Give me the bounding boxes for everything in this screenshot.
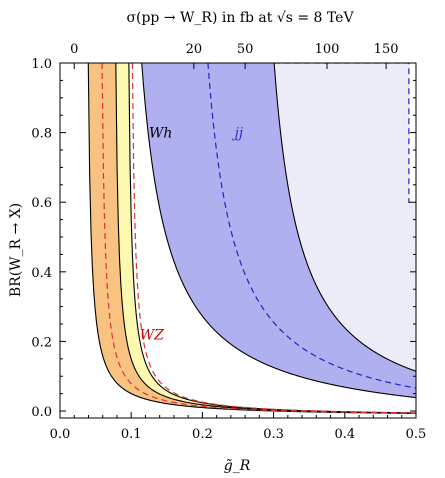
y-tick-label: 0.8 bbox=[31, 127, 52, 142]
top-tick-label: 0 bbox=[70, 42, 78, 57]
plot-frame bbox=[59, 62, 417, 419]
wh-dashed-curve bbox=[131, 63, 416, 414]
y-tick-label: 0.0 bbox=[31, 405, 52, 420]
y-axis-label: BR(W_R → X) bbox=[8, 203, 24, 297]
annotation-wz: WZ bbox=[140, 327, 164, 343]
jj-outer-dashed-curve bbox=[274, 63, 416, 203]
top-tick-label: 50 bbox=[237, 42, 254, 57]
jj-lower-boundary bbox=[141, 63, 416, 399]
y-tick-label: 0.2 bbox=[31, 335, 52, 350]
x-tick-label: 0.5 bbox=[406, 427, 427, 442]
x-tick-label: 0.4 bbox=[334, 427, 355, 442]
y-tick-label: 0.4 bbox=[31, 266, 52, 281]
jj-band bbox=[141, 63, 416, 398]
chart-title: σ(pp → W_R) in fb at √s = 8 TeV bbox=[126, 10, 354, 26]
y-tick-label: 1.0 bbox=[31, 57, 52, 72]
top-tick-label: 100 bbox=[315, 42, 340, 57]
y-tick-label: 0.6 bbox=[31, 196, 52, 211]
x-tick-label: 0.0 bbox=[50, 427, 71, 442]
jj-outer-region bbox=[274, 63, 416, 372]
top-tick-label: 20 bbox=[186, 42, 203, 57]
x-tick-label: 0.1 bbox=[121, 427, 142, 442]
x-axis-label: g̃_R bbox=[224, 458, 251, 474]
jj-upper-boundary bbox=[273, 63, 416, 372]
wh-band bbox=[115, 63, 416, 414]
jj-dashed-curve bbox=[207, 63, 416, 389]
top-tick-label: 150 bbox=[374, 42, 399, 57]
annotation-jj: jj bbox=[231, 126, 243, 142]
x-tick-label: 0.2 bbox=[192, 427, 213, 442]
x-tick-label: 0.3 bbox=[263, 427, 284, 442]
annotation-wh: Wh bbox=[149, 126, 172, 142]
wz-band bbox=[88, 63, 416, 414]
